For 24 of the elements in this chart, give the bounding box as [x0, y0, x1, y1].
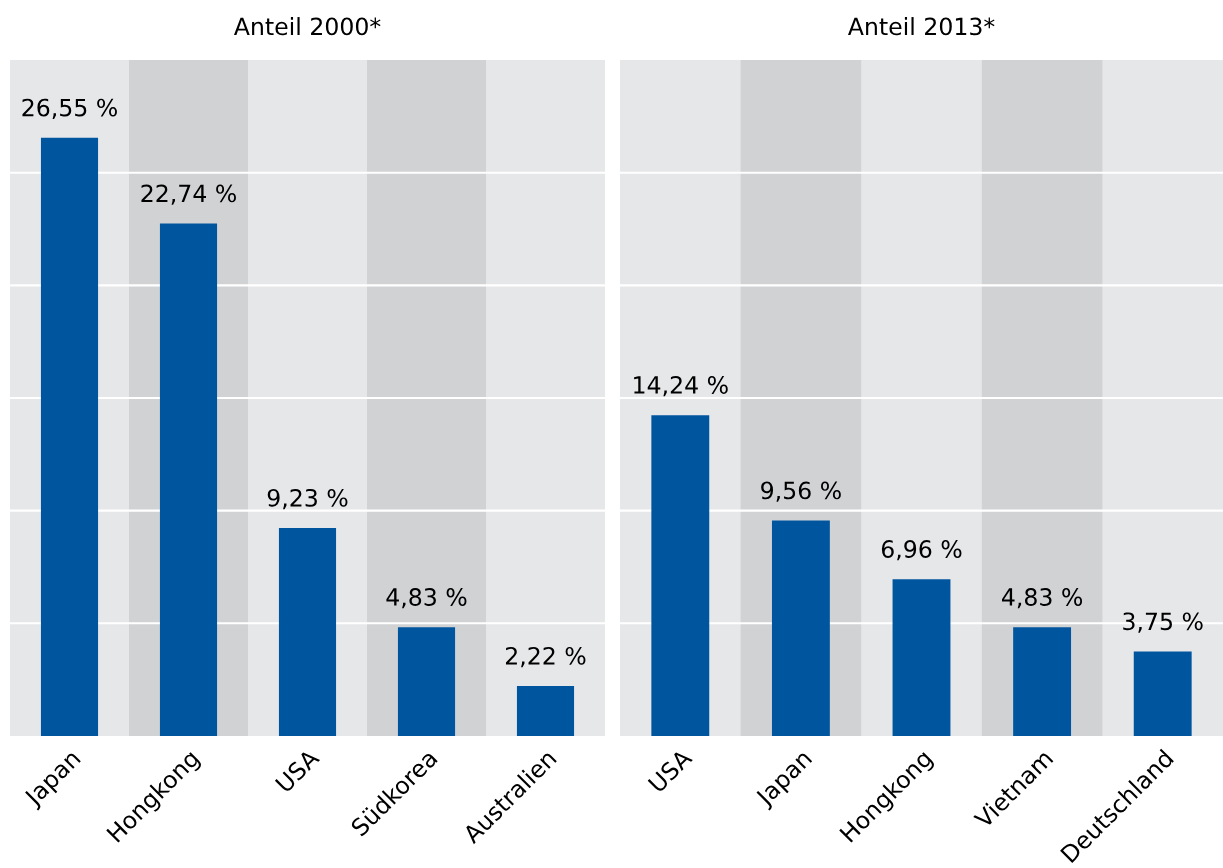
bar [278, 528, 337, 736]
bar [40, 137, 99, 736]
data-label: 14,24 % [634, 376, 728, 397]
bar [771, 520, 830, 736]
bar [651, 415, 710, 736]
bar [1133, 651, 1192, 736]
data-label: 3,75 % [1123, 612, 1203, 633]
chart-title: Anteil 2000* [233, 17, 381, 36]
data-label: 2,22 % [505, 646, 586, 668]
data-label: 4,83 % [1002, 588, 1083, 609]
data-label: 4,83 % [386, 588, 467, 609]
bar [516, 685, 575, 736]
bar [397, 627, 456, 736]
bar [892, 579, 951, 736]
data-label: 6,96 % [881, 540, 962, 561]
bar [1013, 627, 1072, 736]
data-label: 9,23 % [267, 488, 348, 510]
x-tick-label: USA [647, 747, 694, 794]
data-label: 22,74 % [141, 184, 236, 205]
data-label: 26,55 % [22, 98, 117, 119]
chart-title: Anteil 2013* [847, 17, 995, 36]
bar [159, 223, 218, 736]
data-label: 9,56 % [761, 481, 841, 502]
x-tick-label: USA [274, 747, 321, 794]
